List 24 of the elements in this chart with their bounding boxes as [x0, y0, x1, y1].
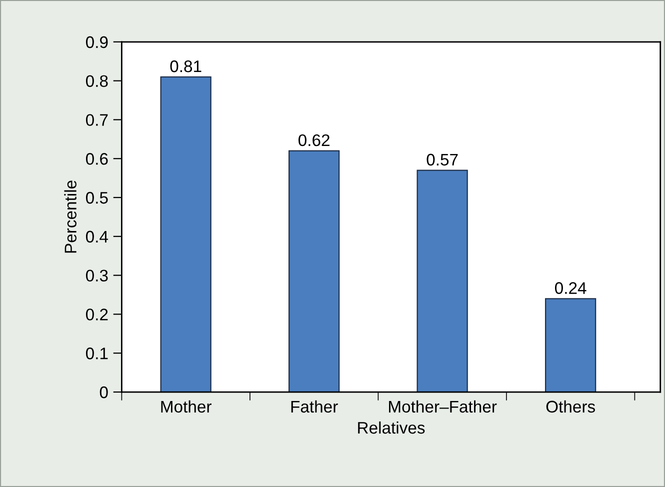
y-axis-title: Percentile: [64, 180, 76, 253]
data-label: 0.62: [298, 134, 330, 146]
bar: [288, 150, 340, 392]
y-tick-label: 0.2: [86, 308, 108, 320]
y-tick-label: 0: [100, 386, 108, 398]
x-axis-title: Relatives: [358, 421, 425, 434]
x-tick-label: Father: [291, 400, 338, 413]
y-tick-label: 0.6: [86, 153, 108, 165]
bar: [160, 76, 212, 392]
y-tick-label: 0.9: [86, 36, 108, 48]
x-tick-label: Mother–Father: [389, 400, 497, 413]
data-label: 0.57: [426, 154, 458, 166]
y-tick-label: 0.7: [86, 114, 108, 126]
x-tick-label: Others: [546, 400, 595, 413]
y-tick-label: 0.8: [86, 75, 108, 87]
data-label: 0.81: [170, 60, 202, 72]
x-tick-label: Mother: [161, 400, 212, 413]
y-tick-label: 0.3: [86, 270, 108, 282]
y-tick-label: 0.1: [86, 348, 108, 360]
y-tick-label: 0.4: [86, 230, 108, 243]
data-label: 0.24: [555, 282, 586, 294]
bar: [545, 298, 596, 392]
bar: [416, 170, 468, 392]
y-tick-label: 0.5: [86, 192, 108, 204]
